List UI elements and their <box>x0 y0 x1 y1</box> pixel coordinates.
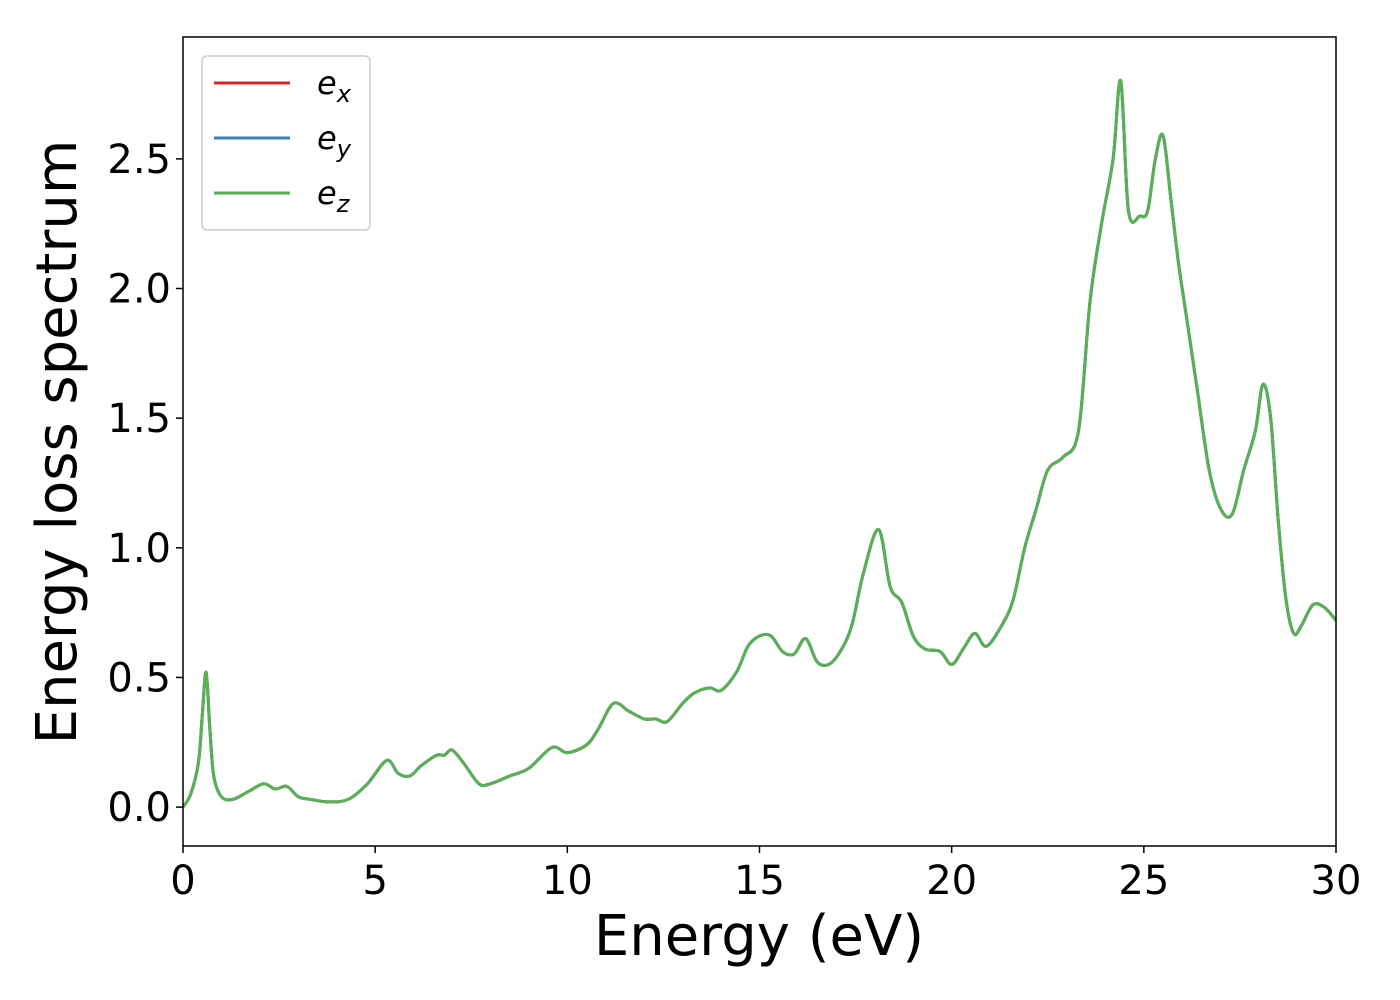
x-tick-label: 5 <box>362 858 387 904</box>
x-tick-label: 20 <box>926 858 977 904</box>
y-tick-label: 0.5 <box>107 655 171 701</box>
y-tick-label: 2.5 <box>107 137 171 183</box>
x-axis-label: Energy (eV) <box>594 904 924 969</box>
y-axis-label: Energy loss spectrum <box>25 140 90 745</box>
legend: ex ey ez <box>201 55 371 231</box>
x-tick-label: 10 <box>542 858 593 904</box>
legend-box <box>201 55 371 231</box>
series-layer <box>183 79 1336 808</box>
legend-label-ex: ex <box>317 64 352 108</box>
x-tick-label: 0 <box>170 858 195 904</box>
y-tick-label: 1.0 <box>107 526 171 572</box>
y-axis: 0.0 0.5 1.0 1.5 2.0 2.5 <box>107 137 183 831</box>
legend-label-ez: ez <box>317 174 351 218</box>
y-tick-label: 1.5 <box>107 396 171 442</box>
x-tick-label: 25 <box>1118 858 1169 904</box>
x-tick-label: 15 <box>734 858 785 904</box>
x-axis: 0 5 10 15 20 25 30 <box>170 846 1361 904</box>
series-line-ez <box>183 79 1336 808</box>
x-tick-label: 30 <box>1311 858 1362 904</box>
y-tick-label: 2.0 <box>107 267 171 313</box>
legend-label-ey: ey <box>317 119 352 163</box>
y-tick-label: 0.0 <box>107 785 171 831</box>
